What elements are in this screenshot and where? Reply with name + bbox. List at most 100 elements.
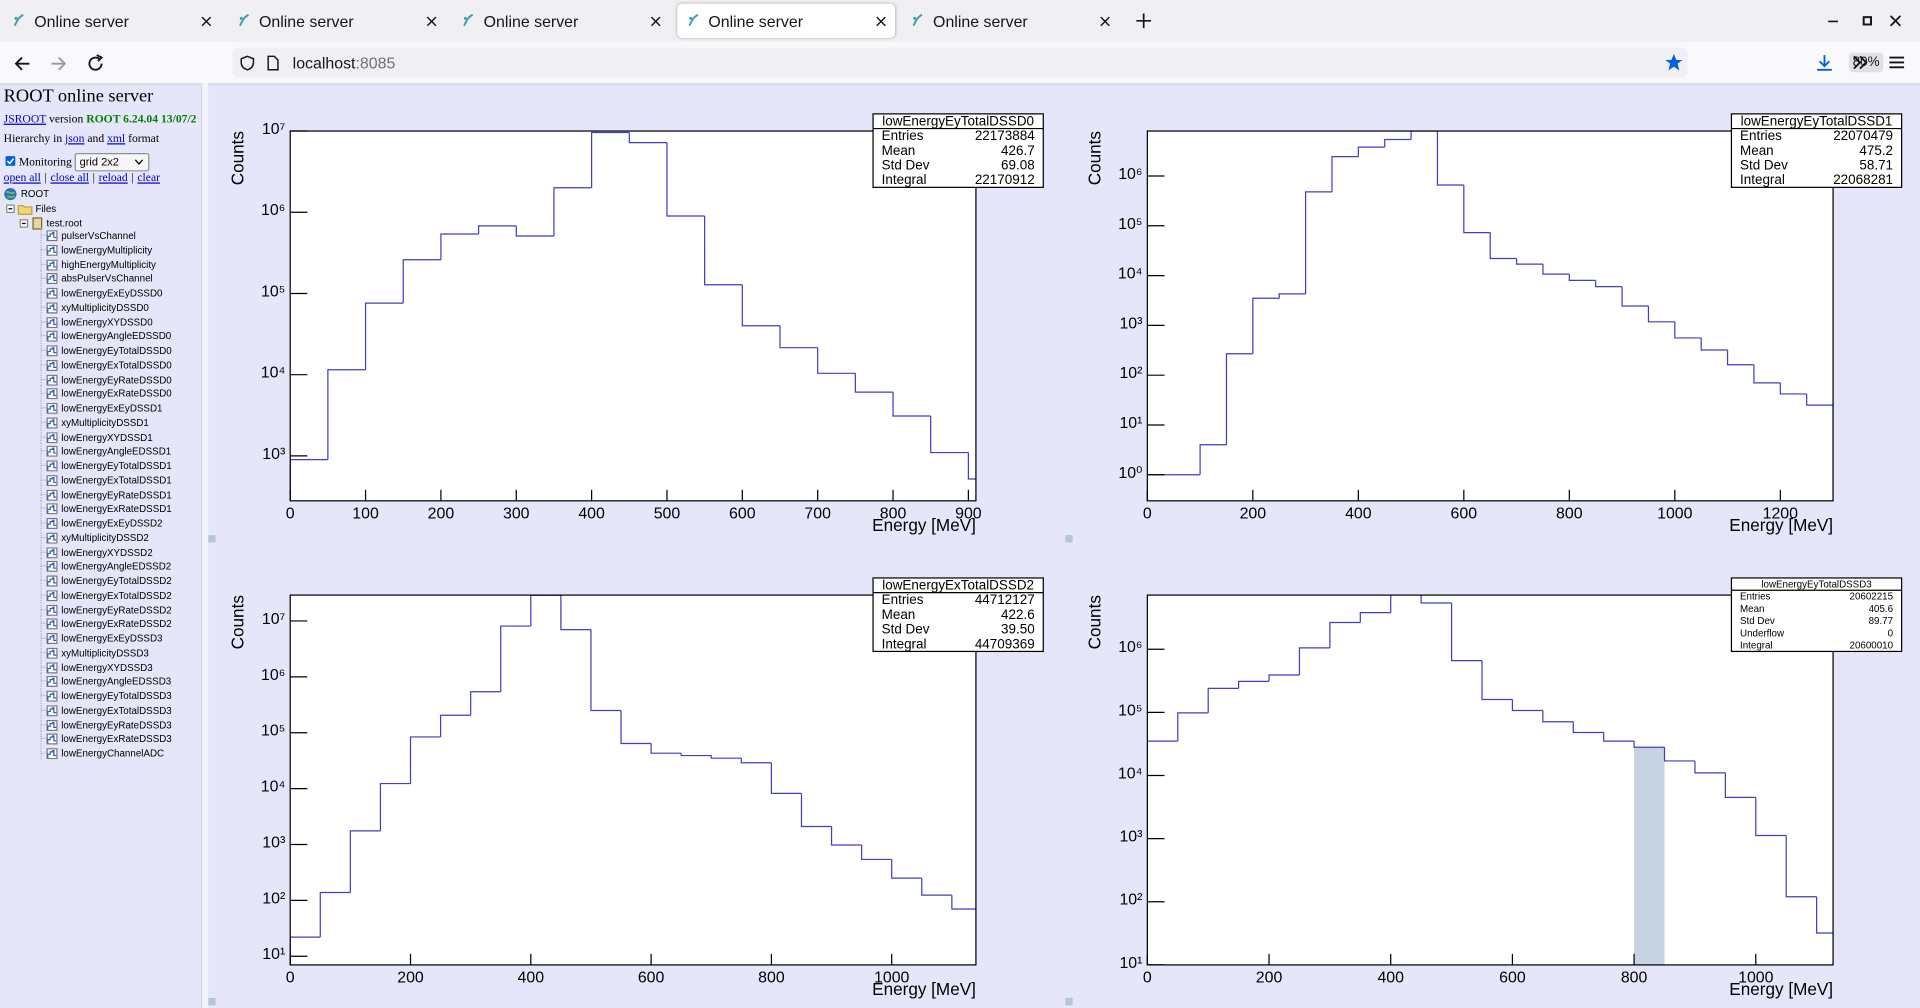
- histogram: [290, 131, 976, 501]
- tree-item[interactable]: lowEnergyXYDSSD0: [61, 316, 153, 328]
- url-host: localhost: [292, 53, 356, 73]
- tree-item[interactable]: lowEnergyExEyDSSD3: [61, 633, 163, 645]
- overflow-button[interactable]: [1850, 53, 1870, 73]
- tree-item[interactable]: lowEnergyEyTotalDSSD3: [61, 690, 172, 702]
- tab-close: [1100, 16, 1110, 27]
- y-tick-label: 10¹: [1119, 955, 1142, 972]
- tree-item[interactable]: xyMultiplicityDSSD2: [61, 532, 149, 544]
- histogram-bin: [1663, 747, 1695, 762]
- tab-title: Online server: [933, 12, 1028, 31]
- tree-item[interactable]: lowEnergyXYDSSD2: [61, 546, 153, 558]
- tree-item[interactable]: lowEnergyExEyDSSD2: [61, 517, 163, 529]
- histogram-bin: [327, 369, 366, 460]
- url-bar[interactable]: localhost:8085 80%: [232, 47, 1884, 78]
- back-button[interactable]: [12, 54, 32, 74]
- histogram-icon: [46, 359, 58, 371]
- jsroot-link[interactable]: JSROOT: [3, 113, 47, 127]
- forward-button[interactable]: [49, 54, 69, 74]
- histogram-bin: [1753, 364, 1781, 384]
- tree-item[interactable]: xyMultiplicityDSSD1: [61, 417, 149, 429]
- histogram-bin: [1595, 280, 1623, 288]
- tree-files[interactable]: Files: [35, 203, 57, 215]
- tree-item[interactable]: lowEnergyEyTotalDSSD2: [61, 575, 172, 587]
- menu-button[interactable]: [1887, 53, 1907, 73]
- layout-select[interactable]: grid 2x2: [74, 153, 150, 172]
- tab[interactable]: Online server: [901, 4, 1119, 38]
- y-tick-label: 10⁴: [261, 779, 286, 796]
- action-link[interactable]: open all: [3, 172, 41, 185]
- tree-item[interactable]: lowEnergyEyRateDSSD0: [61, 374, 172, 386]
- tree-item[interactable]: pulserVsChannel: [61, 230, 136, 242]
- tree-item[interactable]: lowEnergyExTotalDSSD2: [61, 589, 172, 601]
- resize-handle[interactable]: [208, 997, 216, 1006]
- histogram-bin: [800, 793, 832, 828]
- tree-item[interactable]: lowEnergyExTotalDSSD3: [61, 705, 172, 717]
- tree-item[interactable]: lowEnergyAngleEDSSD0: [61, 330, 172, 342]
- tree-root[interactable]: ROOT: [20, 188, 50, 200]
- highlighted-bin: [1634, 747, 1665, 965]
- resize-handle[interactable]: [1065, 997, 1073, 1006]
- version-line: JSROOT version ROOT 6.24.04 13/07/2: [4, 114, 197, 126]
- tree-item[interactable]: lowEnergyExRateDSSD2: [61, 618, 172, 630]
- tab-close: [426, 16, 436, 27]
- tab[interactable]: Online server: [227, 4, 445, 38]
- histogram-bin: [921, 878, 952, 896]
- action-link[interactable]: reload: [98, 172, 128, 185]
- histogram-bin: [1420, 595, 1452, 604]
- histogram-bin: [770, 762, 802, 795]
- histogram: [290, 595, 976, 965]
- resize-handle[interactable]: [1065, 535, 1073, 543]
- tree-item[interactable]: lowEnergyExTotalDSSD1: [61, 474, 172, 486]
- histogram: [1147, 131, 1834, 501]
- tab[interactable]: Online server: [2, 4, 220, 38]
- tree-item[interactable]: xyMultiplicityDSSD3: [61, 647, 149, 659]
- tree-item[interactable]: lowEnergyAngleEDSSD1: [61, 446, 172, 458]
- tree-item[interactable]: xyMultiplicityDSSD0: [61, 302, 149, 314]
- resize-handle[interactable]: [208, 535, 216, 543]
- downloads-button[interactable]: [1815, 53, 1835, 73]
- tree-file[interactable]: test.root: [46, 217, 82, 229]
- tree-item[interactable]: lowEnergyMultiplicity: [61, 244, 153, 256]
- action-link[interactable]: close all: [50, 172, 89, 185]
- tree-item[interactable]: lowEnergyExRateDSSD3: [61, 733, 172, 745]
- tab[interactable]: Online server: [452, 4, 670, 38]
- tree-item[interactable]: lowEnergyXYDSSD1: [61, 431, 153, 443]
- tree-item[interactable]: lowEnergyEyRateDSSD1: [61, 489, 172, 501]
- separator: [200, 83, 209, 1008]
- action-link[interactable]: clear: [137, 172, 160, 185]
- reload-button[interactable]: [86, 54, 106, 74]
- tree-item[interactable]: lowEnergyExRateDSSD1: [61, 503, 172, 515]
- tree-item[interactable]: lowEnergyExRateDSSD0: [61, 388, 172, 400]
- json-link[interactable]: json: [65, 133, 85, 146]
- tree-item[interactable]: lowEnergyEyRateDSSD2: [61, 604, 172, 616]
- histogram-bin: [364, 302, 404, 370]
- histogram-bin: [1207, 687, 1239, 713]
- y-tick-label: 10²: [1119, 365, 1142, 382]
- tree-item[interactable]: absPulserVsChannel: [61, 273, 153, 285]
- histogram-bin: [477, 225, 517, 234]
- tree-item[interactable]: lowEnergyEyRateDSSD3: [61, 719, 172, 731]
- monitoring-checkbox[interactable]: [5, 156, 16, 167]
- tree-item[interactable]: lowEnergyChannelADC: [61, 748, 165, 760]
- tree-item[interactable]: lowEnergyEyTotalDSSD1: [61, 460, 172, 472]
- xml-link[interactable]: xml: [107, 133, 126, 146]
- tab[interactable]: Online server: [676, 3, 895, 38]
- tree-item[interactable]: lowEnergyEyTotalDSSD0: [61, 345, 172, 357]
- x-tick-label: 600: [1451, 505, 1478, 522]
- bookmark-star[interactable]: [1664, 53, 1684, 73]
- tree-item[interactable]: highEnergyMultiplicity: [61, 258, 156, 271]
- tree-item[interactable]: lowEnergyAngleEDSSD2: [61, 561, 172, 573]
- histogram-icon: [46, 330, 58, 342]
- tree-item[interactable]: lowEnergyExTotalDSSD0: [61, 359, 172, 371]
- histogram-bin: [590, 629, 622, 712]
- tree-item[interactable]: lowEnergyExEyDSSD0: [61, 287, 163, 299]
- window-controls[interactable]: [1824, 12, 1910, 29]
- histogram-bin: [1177, 712, 1209, 742]
- histogram-bin: [930, 416, 969, 454]
- new-tab-button[interactable]: [1135, 12, 1152, 29]
- tree-item[interactable]: lowEnergyExEyDSSD1: [61, 402, 163, 414]
- tab-favicon: [13, 13, 24, 27]
- x-tick-label: 400: [518, 970, 545, 987]
- tree-item[interactable]: lowEnergyXYDSSD3: [61, 661, 153, 673]
- tree-item[interactable]: lowEnergyAngleEDSSD3: [61, 676, 172, 688]
